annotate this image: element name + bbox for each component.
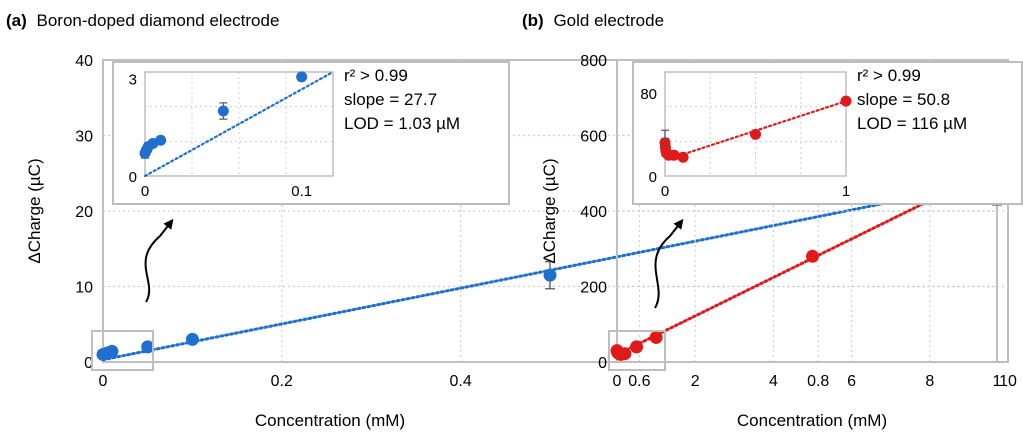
panel-a-data-point: [105, 344, 119, 358]
panel-b-x-tick-label: 10: [999, 373, 1017, 390]
panel-b-inset-data-point: [677, 151, 689, 163]
panel-a-annotation: LOD = 1.03 µM: [344, 114, 460, 133]
panel-b-annotation: LOD = 116 µM: [857, 114, 967, 133]
panel-b-x-tick-label: 2: [691, 373, 700, 390]
panel-b-inset-fit-line: [672, 100, 848, 159]
panel-b-inset-x-tick-label: 0: [661, 183, 669, 200]
panel-a-zoom-box: [91, 330, 154, 371]
panel-b-inset-data-point: [668, 149, 680, 161]
panel-a-data-point: [543, 268, 557, 282]
panel-b-data-point: [806, 249, 819, 263]
panel-b-inset-y-tick-label: 0: [649, 169, 657, 186]
panel-b-inset-data-point: [840, 95, 852, 107]
panel-a-x-tick-label: 0.6: [628, 373, 650, 390]
panel-b-inset-y-tick-label: 80: [640, 86, 657, 103]
panel-a-x-tick-label: 1: [993, 373, 1002, 390]
panel-a-inset-y-tick-label: 0: [129, 169, 137, 186]
panel-a-arrow: [144, 218, 174, 303]
panel-a-x-tick-label: 0.4: [449, 373, 471, 390]
panel-a-y-tick-label: 30: [75, 129, 93, 146]
panel-a-inset-data-point: [155, 134, 167, 146]
panel-b-x-axis-label: Concentration (mM): [737, 411, 887, 430]
panel-a-title-text: Boron-doped diamond electrode: [37, 11, 280, 30]
panel-b-data-point: [618, 347, 632, 361]
panel-a-x-tick-label: 0.8: [807, 373, 829, 390]
panel-b-data-point: [649, 330, 663, 344]
panel-a-inset-x-tick-label: 0: [141, 183, 149, 200]
panel-a-y-axis-label: ΔCharge (µC): [25, 158, 44, 263]
panel-b-x-tick-label: 0: [613, 373, 622, 390]
panel-b-data-point: [630, 340, 644, 354]
panel-a-data-point: [185, 332, 199, 346]
panel-a-inset-x-tick-label: 0.1: [291, 183, 312, 200]
panel-a-inset-fit-line: [143, 70, 335, 178]
panel-b-y-tick-label: 200: [580, 280, 607, 297]
panel-b-title: (b) Gold electrode: [522, 11, 664, 30]
panel-b-x-tick-label: 6: [847, 373, 856, 390]
panel-b-inset-data-point: [750, 128, 761, 140]
panel-a-annotation: slope = 27.7: [344, 90, 437, 109]
panel-b-arrow: [654, 218, 684, 309]
panel-b-y-tick-label: 400: [580, 204, 607, 221]
panel-a-inset-data-point: [296, 71, 308, 83]
panel-b-y-tick-label: 800: [580, 53, 607, 70]
panel-a-y-tick-label: 40: [75, 53, 93, 70]
panel-a-y-tick-label: 20: [75, 204, 93, 221]
panel-a-data-point: [141, 340, 155, 354]
panel-a-inset-data-point: [217, 105, 229, 117]
panel-b-zoom-box: [608, 330, 666, 371]
panel-b-x-tick-label: 4: [769, 373, 778, 390]
panel-a-x-tick-label: 0.2: [271, 373, 293, 390]
panel-a-x-axis-label: Concentration (mM): [255, 411, 405, 430]
panel-a-y-tick-label: 0: [84, 355, 93, 372]
panel-b-y-axis-label: ΔCharge (µC): [540, 158, 559, 263]
panel-b-inset-x-tick-label: 1: [842, 183, 850, 200]
panel-a-inset-y-tick-label: 3: [129, 72, 137, 89]
panel-b-annotation: slope = 50.8: [857, 90, 950, 109]
panel-b-y-tick-label: 0: [598, 355, 607, 372]
panel-b-y-tick-label: 600: [580, 129, 607, 146]
panel-a-letter: (a): [6, 11, 27, 30]
panel-b-title-text: Gold electrode: [553, 11, 664, 30]
panel-b-letter: (b): [522, 11, 544, 30]
panel-b-annotation: r² > 0.99: [857, 66, 921, 85]
panel-a-annotation: r² > 0.99: [344, 66, 408, 85]
panel-a-y-tick-label: 10: [75, 280, 93, 297]
panel-a-x-tick-label: 0: [99, 373, 108, 390]
panel-a-title: (a) Boron-doped diamond electrode: [6, 11, 279, 30]
panel-b-x-tick-label: 8: [925, 373, 934, 390]
